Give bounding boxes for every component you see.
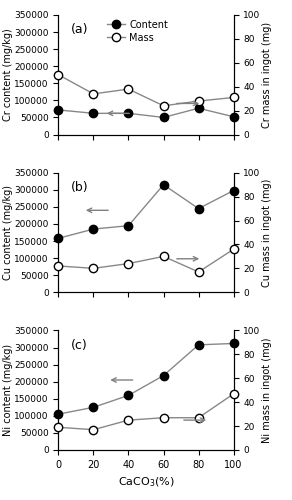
Y-axis label: Ni content (mg/kg): Ni content (mg/kg) <box>3 344 13 436</box>
Y-axis label: Cu content (mg/kg): Cu content (mg/kg) <box>3 185 13 280</box>
Y-axis label: Cr content (mg/kg): Cr content (mg/kg) <box>3 28 13 121</box>
Y-axis label: Cu mass in ingot (mg): Cu mass in ingot (mg) <box>262 178 272 286</box>
Y-axis label: Cr mass in ingot (mg): Cr mass in ingot (mg) <box>262 22 272 128</box>
Text: (b): (b) <box>71 181 88 194</box>
Text: (c): (c) <box>71 339 87 352</box>
Y-axis label: Ni mass in ingot (mg): Ni mass in ingot (mg) <box>262 338 272 443</box>
Legend: Content, Mass: Content, Mass <box>107 20 168 43</box>
Text: (a): (a) <box>71 24 88 36</box>
X-axis label: CaCO$_3$(%): CaCO$_3$(%) <box>118 476 174 489</box>
